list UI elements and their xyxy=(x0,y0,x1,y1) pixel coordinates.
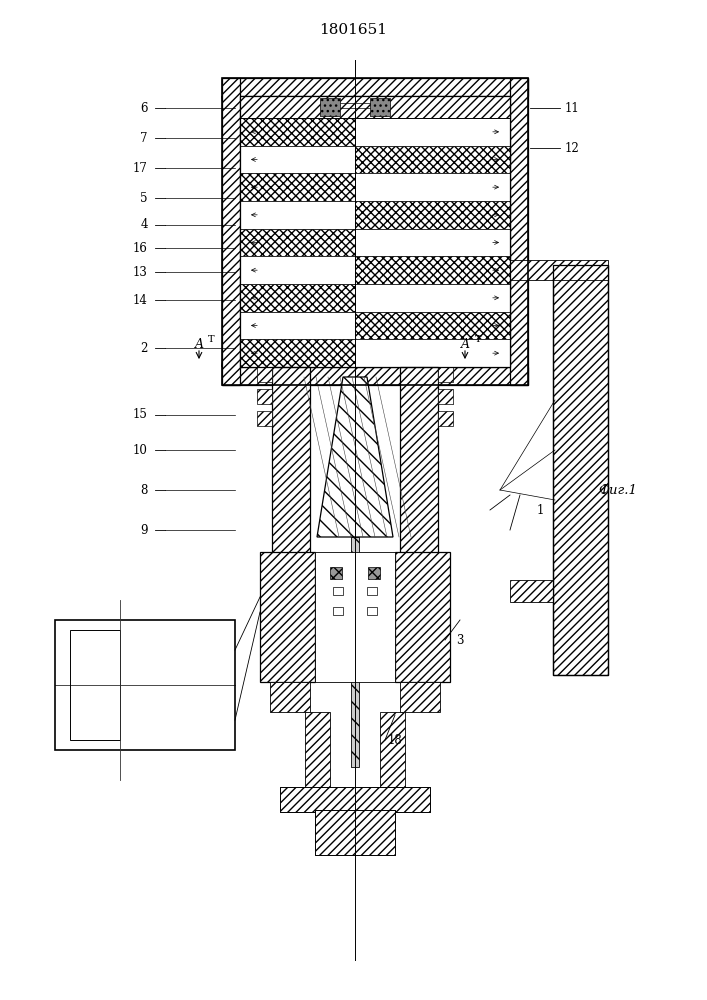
Bar xyxy=(257,411,272,426)
Polygon shape xyxy=(317,377,393,537)
Bar xyxy=(370,98,390,116)
Bar xyxy=(222,367,528,385)
Bar xyxy=(380,712,405,792)
Bar xyxy=(272,367,310,562)
Bar xyxy=(367,587,377,595)
Text: 5: 5 xyxy=(141,192,148,205)
Text: 11: 11 xyxy=(565,102,580,114)
Bar xyxy=(257,389,272,404)
Bar xyxy=(400,367,438,562)
Text: 2: 2 xyxy=(141,342,148,355)
Text: 7: 7 xyxy=(141,131,148,144)
Bar xyxy=(257,367,272,382)
Bar xyxy=(240,256,355,284)
Bar xyxy=(70,630,120,740)
Bar xyxy=(510,260,608,280)
Bar xyxy=(240,284,355,312)
Bar xyxy=(240,229,355,256)
Bar xyxy=(260,552,315,682)
Bar xyxy=(400,682,440,712)
Bar xyxy=(438,389,453,404)
Text: 13: 13 xyxy=(133,265,148,278)
Bar xyxy=(240,312,355,339)
Bar xyxy=(333,587,343,595)
Text: 17: 17 xyxy=(133,161,148,174)
Bar xyxy=(222,78,528,96)
Bar xyxy=(553,265,608,675)
Bar xyxy=(305,712,330,792)
Text: 1801651: 1801651 xyxy=(319,23,387,37)
Text: 16: 16 xyxy=(133,241,148,254)
Bar xyxy=(315,552,395,682)
Text: T: T xyxy=(208,336,214,344)
Text: 18: 18 xyxy=(387,734,402,746)
Text: 10: 10 xyxy=(133,444,148,456)
Bar xyxy=(438,411,453,426)
Bar xyxy=(355,173,510,201)
Bar xyxy=(355,339,510,367)
Text: Фиг.1: Фиг.1 xyxy=(599,484,638,496)
Text: A: A xyxy=(194,338,204,352)
Bar xyxy=(240,201,355,229)
Bar xyxy=(355,201,510,229)
Bar xyxy=(367,607,377,615)
Bar xyxy=(368,567,380,579)
Bar xyxy=(240,339,355,367)
Bar xyxy=(355,118,510,146)
Bar xyxy=(333,607,343,615)
Text: 15: 15 xyxy=(133,408,148,422)
Bar xyxy=(55,620,235,750)
Bar xyxy=(270,682,310,712)
Bar xyxy=(240,173,355,201)
Bar xyxy=(355,146,510,173)
Bar xyxy=(355,256,510,284)
Text: 1: 1 xyxy=(537,504,544,516)
Text: 14: 14 xyxy=(133,294,148,306)
Bar xyxy=(355,312,510,339)
Bar xyxy=(510,78,528,385)
Bar xyxy=(351,537,359,767)
Bar xyxy=(222,78,528,385)
Text: 4: 4 xyxy=(141,219,148,232)
Bar xyxy=(438,367,453,382)
Bar xyxy=(330,567,342,579)
Bar xyxy=(240,146,355,173)
Bar xyxy=(355,229,510,256)
Bar xyxy=(240,118,355,146)
Text: 8: 8 xyxy=(141,484,148,496)
Text: A: A xyxy=(460,338,469,352)
Bar xyxy=(320,98,340,116)
Bar xyxy=(315,810,395,855)
Text: 3: 3 xyxy=(456,634,464,647)
Bar xyxy=(240,96,510,118)
Bar xyxy=(280,787,430,812)
Bar xyxy=(240,96,510,367)
Bar xyxy=(510,580,553,602)
Bar xyxy=(553,265,608,675)
Bar xyxy=(222,78,240,385)
Bar xyxy=(395,552,450,682)
Bar xyxy=(315,810,395,855)
Bar xyxy=(355,284,510,312)
Text: 9: 9 xyxy=(141,524,148,536)
Text: 12: 12 xyxy=(565,141,580,154)
Bar xyxy=(280,787,430,812)
Text: T: T xyxy=(474,336,481,344)
Text: 6: 6 xyxy=(141,102,148,114)
